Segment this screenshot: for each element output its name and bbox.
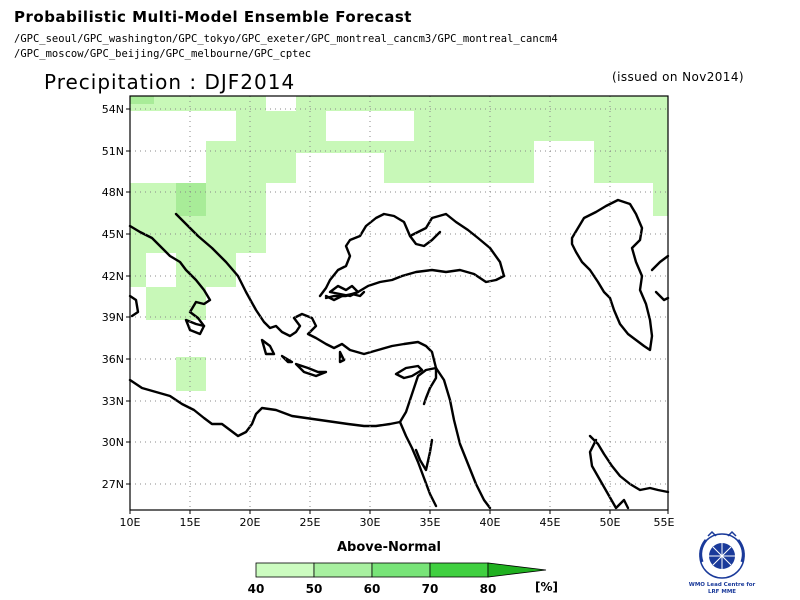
legend-unit: [%] bbox=[535, 580, 558, 594]
legend-label: 70 bbox=[422, 582, 439, 596]
lon-label: 15E bbox=[180, 516, 201, 529]
model-list-line-2: /GPC_moscow/GPC_beijing/GPC_melbourne/GP… bbox=[14, 48, 312, 60]
tick-marks bbox=[126, 108, 669, 514]
grid bbox=[130, 96, 668, 510]
map-title: Precipitation : DJF2014 bbox=[44, 70, 296, 94]
cell bbox=[176, 357, 206, 391]
cell bbox=[130, 96, 266, 111]
lon-label: 35E bbox=[420, 516, 441, 529]
lat-label: 33N bbox=[102, 395, 124, 408]
lat-labels: 54N 51N 48N 45N 42N 39N 36N 33N 30N 27N bbox=[102, 103, 124, 491]
lat-label: 54N bbox=[102, 103, 124, 116]
legend-swatch bbox=[429, 562, 489, 578]
lat-label: 51N bbox=[102, 145, 124, 158]
logo-caption-line-1: WMO Lead Centre for bbox=[688, 582, 756, 588]
cell-gap bbox=[130, 287, 146, 320]
legend-label: 60 bbox=[364, 582, 381, 596]
legend-swatch bbox=[313, 562, 373, 578]
legend-swatch bbox=[255, 562, 315, 578]
lon-label: 40E bbox=[480, 516, 501, 529]
model-list: /GPC_seoul/GPC_washington/GPC_tokyo/GPC_… bbox=[14, 32, 558, 62]
cell bbox=[414, 111, 668, 141]
lon-label: 25E bbox=[300, 516, 321, 529]
lon-label: 10E bbox=[120, 516, 141, 529]
lat-label: 42N bbox=[102, 270, 124, 283]
legend-arrow bbox=[487, 562, 547, 578]
cell bbox=[653, 183, 668, 216]
map-frame bbox=[129, 95, 669, 511]
cell bbox=[296, 96, 668, 111]
model-list-line-1: /GPC_seoul/GPC_washington/GPC_tokyo/GPC_… bbox=[14, 33, 558, 45]
lat-label: 48N bbox=[102, 186, 124, 199]
lon-label: 20E bbox=[240, 516, 261, 529]
lat-label: 36N bbox=[102, 353, 124, 366]
cell bbox=[176, 183, 206, 216]
cell bbox=[384, 153, 534, 183]
legend-swatch bbox=[371, 562, 431, 578]
lon-label: 55E bbox=[654, 516, 675, 529]
cell bbox=[206, 153, 296, 183]
lon-labels: 10E 15E 20E 25E 30E 35E 40E 45E 50E 55E bbox=[120, 516, 675, 529]
coastlines bbox=[128, 198, 670, 510]
cell bbox=[594, 141, 668, 153]
cell-gap bbox=[146, 253, 176, 287]
cell bbox=[384, 141, 534, 153]
cell bbox=[130, 96, 154, 104]
lon-label: 45E bbox=[540, 516, 561, 529]
legend-label: 40 bbox=[248, 582, 265, 596]
cell bbox=[236, 111, 326, 141]
cell bbox=[594, 153, 668, 183]
legend-label: 80 bbox=[480, 582, 497, 596]
issued-date: (issued on Nov2014) bbox=[612, 70, 744, 84]
lat-label: 39N bbox=[102, 311, 124, 324]
cell bbox=[130, 253, 236, 287]
cell bbox=[206, 141, 384, 153]
lat-label: 27N bbox=[102, 478, 124, 491]
legend-title: Above-Normal bbox=[337, 540, 441, 555]
cell bbox=[146, 287, 206, 320]
lon-label: 50E bbox=[600, 516, 621, 529]
logo-caption: WMO Lead Centre for LRF MME bbox=[680, 582, 764, 596]
legend-colorbar bbox=[255, 562, 547, 578]
lon-label: 30E bbox=[360, 516, 381, 529]
logo-caption-line-2: LRF MME bbox=[707, 589, 737, 595]
page-title: Probabilistic Multi-Model Ensemble Forec… bbox=[14, 8, 412, 26]
legend-labels: 40 50 60 70 80 bbox=[248, 582, 497, 596]
lat-label: 30N bbox=[102, 436, 124, 449]
probability-cells bbox=[130, 96, 668, 391]
lat-label: 45N bbox=[102, 228, 124, 241]
wmo-logo-icon bbox=[699, 530, 745, 579]
legend-label: 50 bbox=[306, 582, 323, 596]
